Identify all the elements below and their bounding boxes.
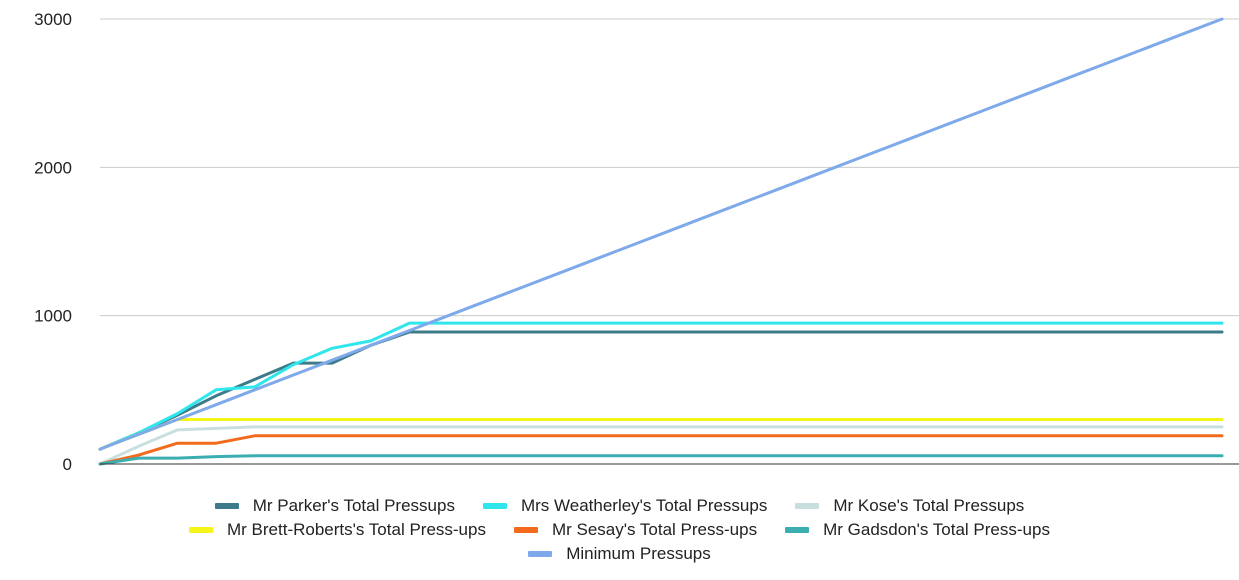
legend-label-kose: Mr Kose's Total Pressups [833,496,1025,515]
series-line-4 [98,434,1224,466]
legend-swatch-brett-roberts [189,527,214,533]
legend-item-parker[interactable]: Mr Parker's Total Pressups [214,496,455,516]
legend-swatch-gadsdon [785,527,810,533]
legend-swatch-weatherley [482,503,507,509]
series-line-0 [98,330,1224,451]
legend-swatch-kose [795,503,820,509]
legend-swatch-minimum [528,551,553,557]
legend-item-gadsdon[interactable]: Mr Gadsdon's Total Press-ups [785,520,1050,540]
line-chart: 0 1000 2000 3000 [34,10,1239,474]
y-tick-label-3000: 3000 [34,10,72,29]
y-axis-tick-labels: 0 1000 2000 3000 [34,10,72,474]
legend-item-brett-roberts[interactable]: Mr Brett-Roberts's Total Press-ups [189,520,486,540]
series-line-6 [98,17,1224,451]
legend-label-brett-roberts: Mr Brett-Roberts's Total Press-ups [227,520,486,539]
legend-item-minimum[interactable]: Minimum Pressups [528,544,711,564]
legend: Mr Parker's Total Pressups Mrs Weatherle… [0,494,1239,566]
series-lines [98,17,1224,466]
legend-label-weatherley: Mrs Weatherley's Total Pressups [520,496,768,515]
series-line-1 [98,321,1224,451]
legend-label-gadsdon: Mr Gadsdon's Total Press-ups [823,520,1050,539]
legend-label-parker: Mr Parker's Total Pressups [252,496,455,515]
legend-item-kose[interactable]: Mr Kose's Total Pressups [795,496,1024,516]
series-line-3 [98,418,1224,451]
legend-label-minimum: Minimum Pressups [566,544,711,563]
y-tick-label-0: 0 [63,455,72,474]
y-tick-label-1000: 1000 [34,307,72,326]
legend-item-weatherley[interactable]: Mrs Weatherley's Total Pressups [482,496,768,516]
legend-swatch-sesay [513,527,538,533]
legend-swatch-parker [214,503,239,509]
y-tick-label-2000: 2000 [34,158,72,177]
legend-row-2: Mr Brett-Roberts's Total Press-ups Mr Se… [0,518,1239,542]
legend-row-1: Mr Parker's Total Pressups Mrs Weatherle… [0,494,1239,518]
legend-item-sesay[interactable]: Mr Sesay's Total Press-ups [513,520,758,540]
gridlines [100,18,1239,317]
series-line-2 [98,425,1224,466]
legend-row-3: Minimum Pressups [0,542,1239,566]
legend-label-sesay: Mr Sesay's Total Press-ups [551,520,758,539]
series-line-5 [98,454,1224,466]
